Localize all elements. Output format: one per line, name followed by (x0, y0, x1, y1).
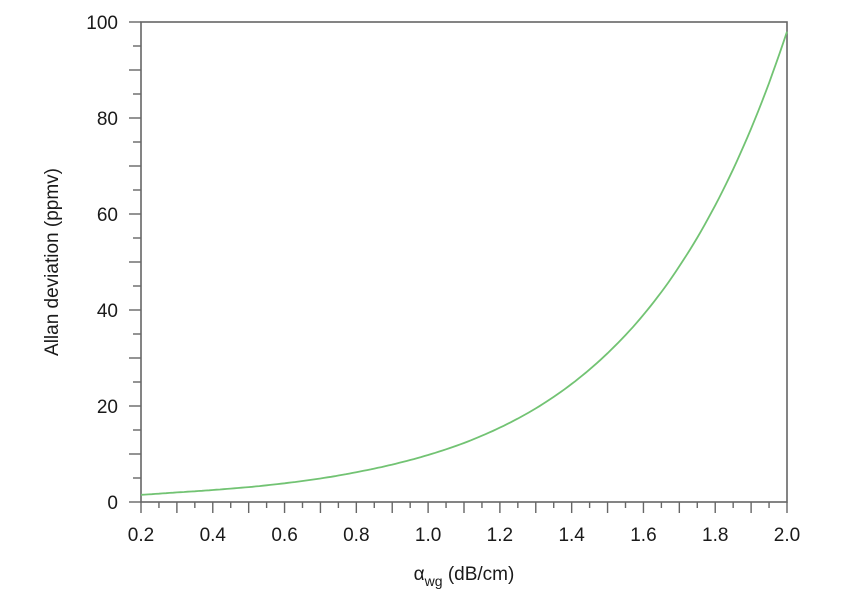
x-tick-labels: 0.2 0.4 0.6 0.8 1.0 1.2 1.4 1.6 1.8 2.0 (128, 525, 800, 546)
y-axis-title: Allan deviation (ppmv) (42, 168, 63, 356)
x-tick-label: 0.2 (128, 525, 154, 546)
x-tick-label: 1.6 (630, 525, 656, 546)
series-line (140, 31, 788, 496)
x-tick-label: 1.4 (558, 525, 585, 546)
x-tick-label: 1.0 (415, 525, 441, 546)
y-tick-label: 40 (97, 301, 118, 322)
axis-ticks (129, 21, 788, 513)
y-tick-label: 100 (86, 13, 118, 34)
y-tick-label: 80 (97, 109, 118, 130)
x-axis-subscript: wg (424, 573, 443, 589)
y-tick-label: 0 (107, 493, 118, 514)
x-tick-label: 1.2 (487, 525, 513, 546)
y-tick-labels: 0 20 40 60 80 100 (86, 13, 118, 514)
x-tick-label: 1.8 (702, 525, 728, 546)
x-tick-label: 2.0 (774, 525, 800, 546)
x-axis-unit: (dB/cm) (443, 564, 515, 585)
x-tick-label: 0.8 (343, 525, 369, 546)
y-tick-label: 60 (97, 205, 118, 226)
x-tick-label: 0.6 (271, 525, 297, 546)
x-axis-title: αwg (dB/cm) (414, 564, 515, 589)
x-axis-symbol: α (414, 564, 425, 585)
x-tick-label: 0.4 (200, 525, 227, 546)
plot-frame (140, 21, 788, 503)
y-tick-label: 20 (97, 397, 118, 418)
